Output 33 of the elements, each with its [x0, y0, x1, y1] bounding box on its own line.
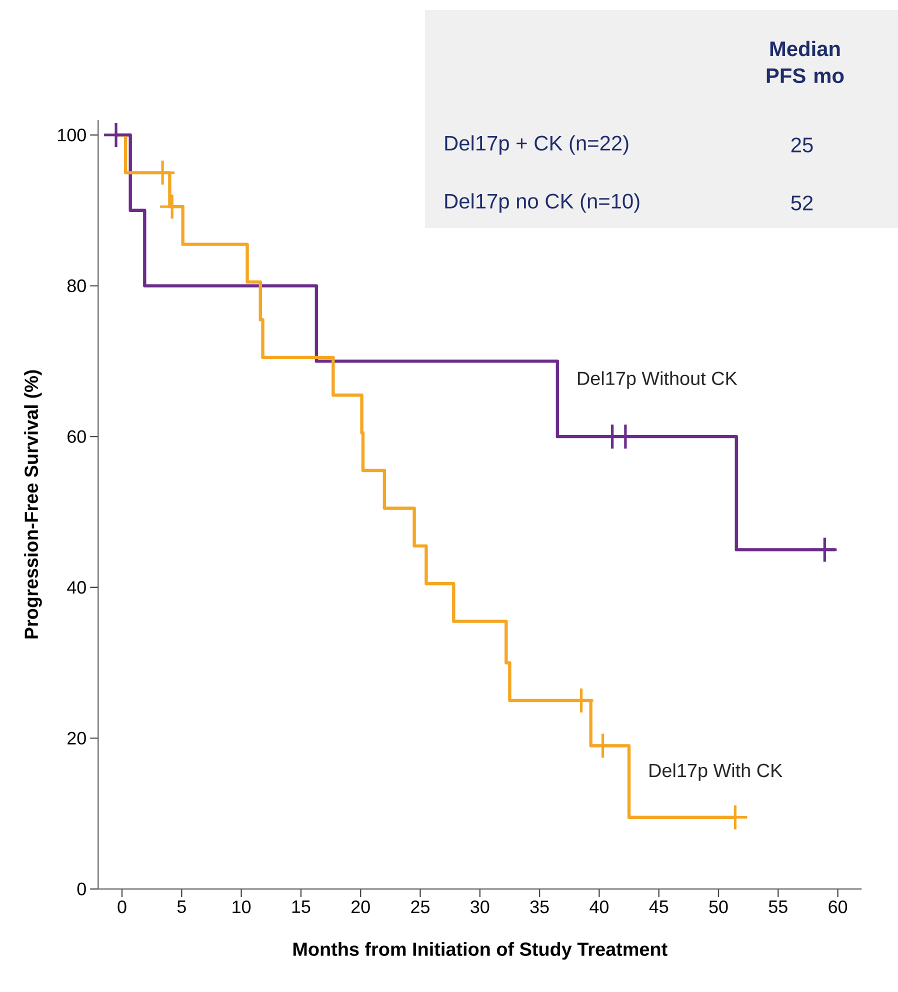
- annotation: 52: [791, 196, 813, 210]
- point: [812, 538, 837, 562]
- point: [104, 122, 128, 147]
- point: [590, 734, 615, 758]
- y-tick-label: 60: [68, 430, 86, 443]
- y-tick-label: 80: [67, 279, 86, 292]
- text: Median PFS mo: [766, 40, 844, 84]
- x-tick-label: 55: [768, 900, 788, 914]
- x-tick-label: 10: [232, 900, 251, 914]
- y-tick-label: 20: [68, 732, 86, 745]
- y-tick-label: 100: [58, 128, 86, 142]
- point: [160, 194, 184, 219]
- x-tick-label: 35: [530, 900, 549, 914]
- series-label: Del17p With CK: [650, 763, 782, 781]
- point: [150, 160, 175, 185]
- series-label: Del17p Without CK: [578, 371, 738, 389]
- y-tick-label: 40: [67, 581, 86, 594]
- y-axis-title: Progression-Free Survival (%): [24, 370, 42, 638]
- annotation: Del17p no CK (n=10): [445, 193, 640, 213]
- x-tick-label: 60: [828, 900, 848, 914]
- x-tick-label: 40: [590, 900, 608, 914]
- annotation: Del17p + CK (n=22): [445, 135, 628, 155]
- x-tick-label: 45: [649, 900, 668, 914]
- x-axis-title: Months from Initiation of Study Treatment: [293, 942, 668, 960]
- x-tick-label: 15: [292, 900, 310, 914]
- x-tick-label: 50: [709, 900, 728, 914]
- x-tick-label: 20: [352, 900, 370, 914]
- y-tick-label: 0: [77, 882, 86, 896]
- x-tick-label: 25: [411, 900, 430, 914]
- x-tick-label: 0: [118, 900, 126, 914]
- annotation: 25: [791, 138, 813, 152]
- x-tick-label: 30: [470, 900, 490, 914]
- x-tick-label: 5: [177, 900, 186, 914]
